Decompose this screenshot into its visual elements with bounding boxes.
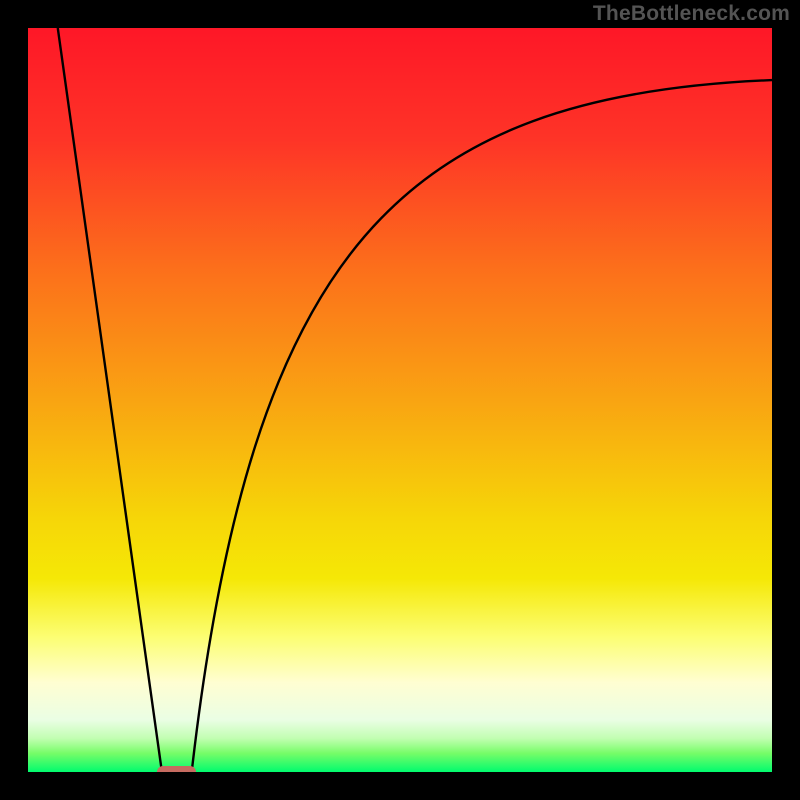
minimum-marker bbox=[157, 766, 196, 772]
plot-area bbox=[28, 28, 772, 772]
watermark-text: TheBottleneck.com bbox=[593, 2, 790, 26]
figure-frame: TheBottleneck.com bbox=[0, 0, 800, 800]
bottleneck-curve bbox=[28, 28, 772, 772]
